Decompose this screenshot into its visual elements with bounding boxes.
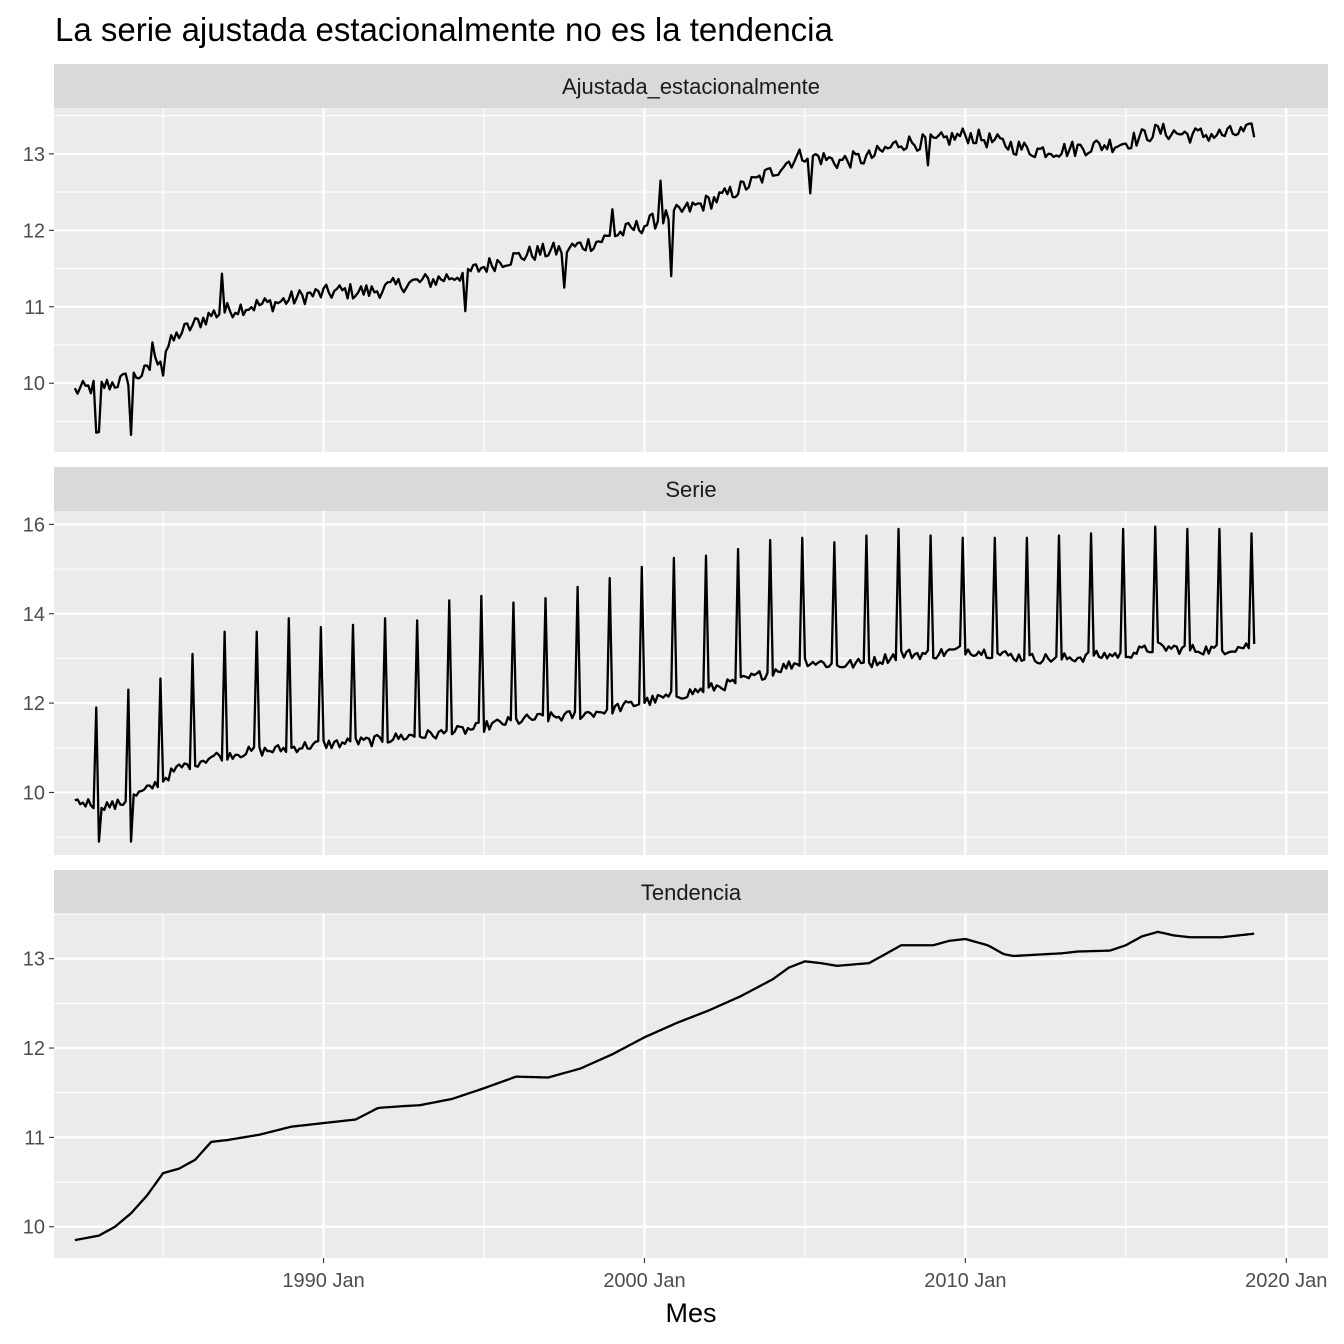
x-tick-label: 2000 Jan	[603, 1270, 685, 1292]
y-tick-label: 12	[23, 693, 45, 715]
strip-background	[54, 64, 1328, 108]
series-line-serie	[74, 525, 1256, 843]
series-line-tendencia	[74, 930, 1255, 1242]
panel-ajustada_estacionalmente: Ajustada_estacionalmente 10 11 12 13	[23, 64, 1328, 452]
y-tick-label: 12	[23, 220, 45, 242]
y-tick-label: 16	[23, 514, 45, 536]
x-axis: 1990 Jan 2000 Jan 2010 Jan 2020 Jan	[282, 1258, 1327, 1292]
panels: Ajustada_estacionalmente 10 11 12 13 Serie 10 1…	[23, 64, 1328, 1258]
strip-background	[54, 870, 1328, 914]
panel-background	[54, 914, 1328, 1258]
panel-background	[54, 511, 1328, 855]
x-tick-label: 2010 Jan	[924, 1270, 1006, 1292]
strip-label: Tendencia	[641, 880, 742, 905]
y-tick-label: 13	[23, 144, 45, 166]
y-tick-label: 10	[23, 782, 45, 804]
panel-serie: Serie 10 12 14 16	[23, 467, 1328, 855]
y-tick-label: 10	[23, 1217, 45, 1239]
x-tick-label: 2020 Jan	[1245, 1270, 1327, 1292]
y-tick-label: 11	[24, 297, 45, 319]
strip-label: Ajustada_estacionalmente	[562, 74, 820, 99]
y-tick-label: 14	[23, 604, 45, 626]
y-tick-label: 13	[23, 949, 45, 971]
y-tick-label: 12	[23, 1038, 45, 1060]
strip-background	[54, 467, 1328, 511]
chart-title: La serie ajustada estacionalmente no es …	[55, 11, 833, 48]
x-tick-label: 1990 Jan	[282, 1270, 364, 1292]
series-line-ajustada_estacionalmente	[73, 122, 1256, 436]
y-tick-label: 11	[24, 1127, 45, 1149]
panel-background	[54, 108, 1328, 452]
panel-tendencia: Tendencia 10 11 12 13	[23, 870, 1328, 1258]
x-axis-title: Mes	[665, 1298, 716, 1328]
strip-label: Serie	[665, 477, 716, 502]
y-tick-label: 10	[23, 373, 45, 395]
